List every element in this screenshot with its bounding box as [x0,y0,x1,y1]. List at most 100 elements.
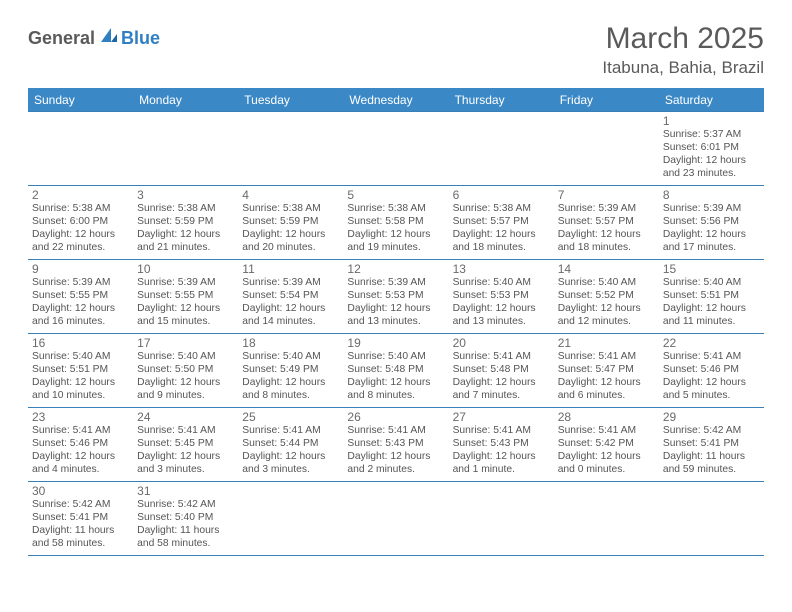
day-info: Sunrise: 5:39 AMSunset: 5:53 PMDaylight:… [347,277,444,328]
day-info: Sunrise: 5:40 AMSunset: 5:50 PMDaylight:… [137,351,234,402]
day-info: Sunrise: 5:39 AMSunset: 5:57 PMDaylight:… [558,203,655,254]
day-info: Sunrise: 5:40 AMSunset: 5:51 PMDaylight:… [32,351,129,402]
day-number: 23 [32,410,129,424]
day-number: 8 [663,188,760,202]
day-info: Sunrise: 5:41 AMSunset: 5:48 PMDaylight:… [453,351,550,402]
day-info: Sunrise: 5:39 AMSunset: 5:56 PMDaylight:… [663,203,760,254]
day-info: Sunrise: 5:38 AMSunset: 5:59 PMDaylight:… [242,203,339,254]
day-number: 6 [453,188,550,202]
day-number: 27 [453,410,550,424]
calendar-row: 9Sunrise: 5:39 AMSunset: 5:55 PMDaylight… [28,260,764,334]
day-info: Sunrise: 5:41 AMSunset: 5:47 PMDaylight:… [558,351,655,402]
day-number: 13 [453,262,550,276]
day-info: Sunrise: 5:41 AMSunset: 5:44 PMDaylight:… [242,425,339,476]
calendar-cell [238,482,343,556]
day-number: 18 [242,336,339,350]
day-info: Sunrise: 5:41 AMSunset: 5:42 PMDaylight:… [558,425,655,476]
day-number: 28 [558,410,655,424]
title-block: March 2025 Itabuna, Bahia, Brazil [602,22,764,78]
calendar-cell: 13Sunrise: 5:40 AMSunset: 5:53 PMDayligh… [449,260,554,334]
weekday-header: Saturday [659,89,764,112]
day-info: Sunrise: 5:37 AMSunset: 6:01 PMDaylight:… [663,129,760,180]
day-info: Sunrise: 5:41 AMSunset: 5:45 PMDaylight:… [137,425,234,476]
calendar-row: 30Sunrise: 5:42 AMSunset: 5:41 PMDayligh… [28,482,764,556]
calendar-row: 2Sunrise: 5:38 AMSunset: 6:00 PMDaylight… [28,186,764,260]
calendar-cell: 9Sunrise: 5:39 AMSunset: 5:55 PMDaylight… [28,260,133,334]
weekday-header: Friday [554,89,659,112]
day-number: 24 [137,410,234,424]
calendar-cell [343,482,448,556]
calendar-table: Sunday Monday Tuesday Wednesday Thursday… [28,88,764,556]
weekday-header: Monday [133,89,238,112]
day-info: Sunrise: 5:40 AMSunset: 5:53 PMDaylight:… [453,277,550,328]
calendar-cell: 28Sunrise: 5:41 AMSunset: 5:42 PMDayligh… [554,408,659,482]
calendar-cell: 22Sunrise: 5:41 AMSunset: 5:46 PMDayligh… [659,334,764,408]
calendar-cell [554,112,659,186]
logo-text-general: General [28,28,95,49]
day-number: 30 [32,484,129,498]
sail-icon [99,26,119,49]
day-number: 25 [242,410,339,424]
day-info: Sunrise: 5:39 AMSunset: 5:55 PMDaylight:… [32,277,129,328]
calendar-cell: 23Sunrise: 5:41 AMSunset: 5:46 PMDayligh… [28,408,133,482]
day-number: 21 [558,336,655,350]
location: Itabuna, Bahia, Brazil [602,58,764,78]
calendar-cell: 8Sunrise: 5:39 AMSunset: 5:56 PMDaylight… [659,186,764,260]
day-number: 17 [137,336,234,350]
day-number: 2 [32,188,129,202]
day-info: Sunrise: 5:42 AMSunset: 5:41 PMDaylight:… [32,499,129,550]
calendar-cell [449,112,554,186]
weekday-header: Tuesday [238,89,343,112]
calendar-cell: 18Sunrise: 5:40 AMSunset: 5:49 PMDayligh… [238,334,343,408]
calendar-cell: 19Sunrise: 5:40 AMSunset: 5:48 PMDayligh… [343,334,448,408]
day-info: Sunrise: 5:38 AMSunset: 5:57 PMDaylight:… [453,203,550,254]
day-info: Sunrise: 5:42 AMSunset: 5:40 PMDaylight:… [137,499,234,550]
day-info: Sunrise: 5:39 AMSunset: 5:54 PMDaylight:… [242,277,339,328]
header: General Blue March 2025 Itabuna, Bahia, … [28,22,764,78]
calendar-cell [659,482,764,556]
calendar-cell [449,482,554,556]
day-info: Sunrise: 5:38 AMSunset: 5:58 PMDaylight:… [347,203,444,254]
calendar-cell: 10Sunrise: 5:39 AMSunset: 5:55 PMDayligh… [133,260,238,334]
month-title: March 2025 [602,22,764,56]
calendar-cell: 20Sunrise: 5:41 AMSunset: 5:48 PMDayligh… [449,334,554,408]
day-info: Sunrise: 5:38 AMSunset: 5:59 PMDaylight:… [137,203,234,254]
day-info: Sunrise: 5:40 AMSunset: 5:48 PMDaylight:… [347,351,444,402]
calendar-cell: 25Sunrise: 5:41 AMSunset: 5:44 PMDayligh… [238,408,343,482]
day-info: Sunrise: 5:39 AMSunset: 5:55 PMDaylight:… [137,277,234,328]
day-info: Sunrise: 5:41 AMSunset: 5:43 PMDaylight:… [347,425,444,476]
weekday-header: Sunday [28,89,133,112]
calendar-cell: 5Sunrise: 5:38 AMSunset: 5:58 PMDaylight… [343,186,448,260]
calendar-cell: 7Sunrise: 5:39 AMSunset: 5:57 PMDaylight… [554,186,659,260]
calendar-cell: 11Sunrise: 5:39 AMSunset: 5:54 PMDayligh… [238,260,343,334]
calendar-cell: 6Sunrise: 5:38 AMSunset: 5:57 PMDaylight… [449,186,554,260]
logo-text-blue: Blue [121,28,160,49]
calendar-body: 1Sunrise: 5:37 AMSunset: 6:01 PMDaylight… [28,112,764,556]
day-number: 5 [347,188,444,202]
day-number: 31 [137,484,234,498]
weekday-header-row: Sunday Monday Tuesday Wednesday Thursday… [28,89,764,112]
day-number: 29 [663,410,760,424]
calendar-cell: 1Sunrise: 5:37 AMSunset: 6:01 PMDaylight… [659,112,764,186]
day-number: 19 [347,336,444,350]
day-number: 16 [32,336,129,350]
calendar-cell: 3Sunrise: 5:38 AMSunset: 5:59 PMDaylight… [133,186,238,260]
calendar-cell: 21Sunrise: 5:41 AMSunset: 5:47 PMDayligh… [554,334,659,408]
calendar-cell [554,482,659,556]
day-info: Sunrise: 5:40 AMSunset: 5:51 PMDaylight:… [663,277,760,328]
day-info: Sunrise: 5:41 AMSunset: 5:43 PMDaylight:… [453,425,550,476]
calendar-row: 1Sunrise: 5:37 AMSunset: 6:01 PMDaylight… [28,112,764,186]
day-number: 15 [663,262,760,276]
weekday-header: Thursday [449,89,554,112]
calendar-cell: 31Sunrise: 5:42 AMSunset: 5:40 PMDayligh… [133,482,238,556]
day-number: 10 [137,262,234,276]
logo: General Blue [28,22,160,49]
day-number: 9 [32,262,129,276]
day-number: 20 [453,336,550,350]
calendar-page: General Blue March 2025 Itabuna, Bahia, … [0,0,792,566]
day-number: 7 [558,188,655,202]
calendar-cell: 15Sunrise: 5:40 AMSunset: 5:51 PMDayligh… [659,260,764,334]
day-info: Sunrise: 5:40 AMSunset: 5:52 PMDaylight:… [558,277,655,328]
day-number: 3 [137,188,234,202]
day-number: 1 [663,114,760,128]
